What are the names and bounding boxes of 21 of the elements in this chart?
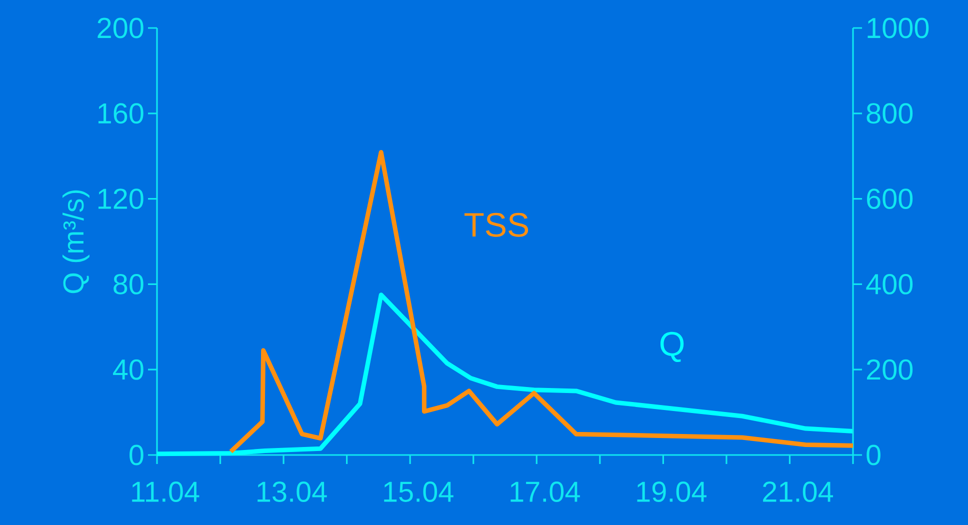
y-tick-label: 160: [98, 103, 144, 124]
y2-tick-label: 200: [866, 359, 913, 380]
x-tick-label: 17.04: [510, 482, 580, 502]
y2-tick-label: 0: [866, 444, 880, 466]
x-tick-label: 21.04: [763, 482, 834, 502]
y-tick-label: 200: [98, 18, 144, 38]
y-tick-label: 80: [114, 274, 144, 294]
y-tick-label: 120: [98, 188, 144, 210]
x-tick-label: 19.04: [637, 482, 706, 502]
y-tick-label: 0: [130, 444, 144, 466]
y2-tick-label: 600: [867, 188, 913, 210]
y-axis-title: Q (m³/s): [62, 190, 90, 294]
x-tick-label: 11.04: [132, 482, 200, 502]
y-tick-label: 40: [113, 359, 144, 380]
x-tick-label: 15.04: [384, 482, 454, 502]
series-label: TSS: [464, 212, 528, 237]
x-tick-label: 13.04: [258, 482, 327, 502]
y2-tick-label: 800: [866, 103, 913, 124]
y2-tick-label: 400: [866, 274, 913, 294]
y2-tick-label: 1000: [868, 18, 929, 38]
series-label: Q: [660, 332, 684, 362]
